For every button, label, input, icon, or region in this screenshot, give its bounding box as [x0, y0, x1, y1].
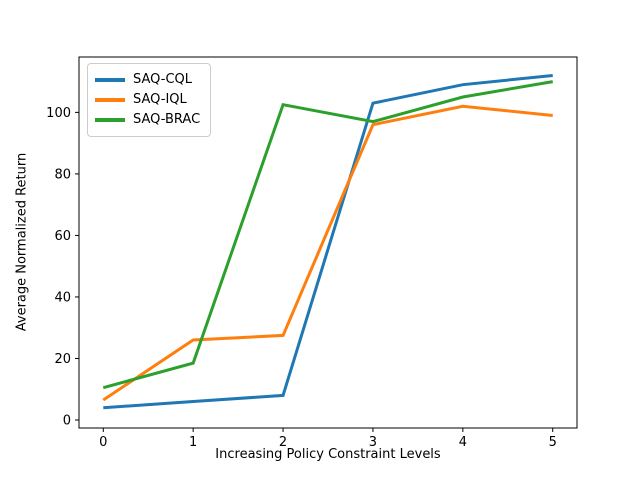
legend-label: SAQ-IQL — [133, 92, 187, 107]
y-tick-label: 40 — [54, 290, 71, 305]
series-line-saq-brac — [102, 80, 553, 390]
series-line-saq-iql — [102, 104, 553, 402]
legend: SAQ-CQL SAQ-IQL SAQ-BRAC — [87, 63, 212, 137]
x-tick-label: 4 — [459, 435, 467, 450]
legend-line-swatch — [95, 78, 125, 82]
y-tick-label: 80 — [54, 167, 71, 182]
x-tick-label: 2 — [279, 435, 287, 450]
legend-item-saq-cql: SAQ-CQL — [95, 70, 200, 90]
legend-label: SAQ-CQL — [133, 72, 192, 87]
legend-line-swatch — [95, 98, 125, 102]
legend-item-saq-brac: SAQ-BRAC — [95, 110, 200, 130]
plot-border — [78, 56, 578, 429]
y-tick-label: 20 — [54, 352, 71, 367]
legend-label: SAQ-BRAC — [133, 112, 201, 127]
x-tick-label: 1 — [189, 435, 197, 450]
y-tick-label: 100 — [46, 106, 71, 121]
y-tick-label: 0 — [63, 414, 71, 429]
x-tick-label: 3 — [369, 435, 377, 450]
x-tick-label: 0 — [99, 435, 107, 450]
x-tick-label: 5 — [549, 435, 557, 450]
legend-item-saq-iql: SAQ-IQL — [95, 90, 200, 110]
x-axis-label: Increasing Policy Constraint Levels — [215, 447, 441, 462]
series-line-saq-cql — [103, 73, 553, 410]
y-tick-label: 60 — [54, 229, 71, 244]
y-axis-label: Average Normalized Return — [14, 152, 30, 332]
legend-line-swatch — [95, 118, 125, 122]
